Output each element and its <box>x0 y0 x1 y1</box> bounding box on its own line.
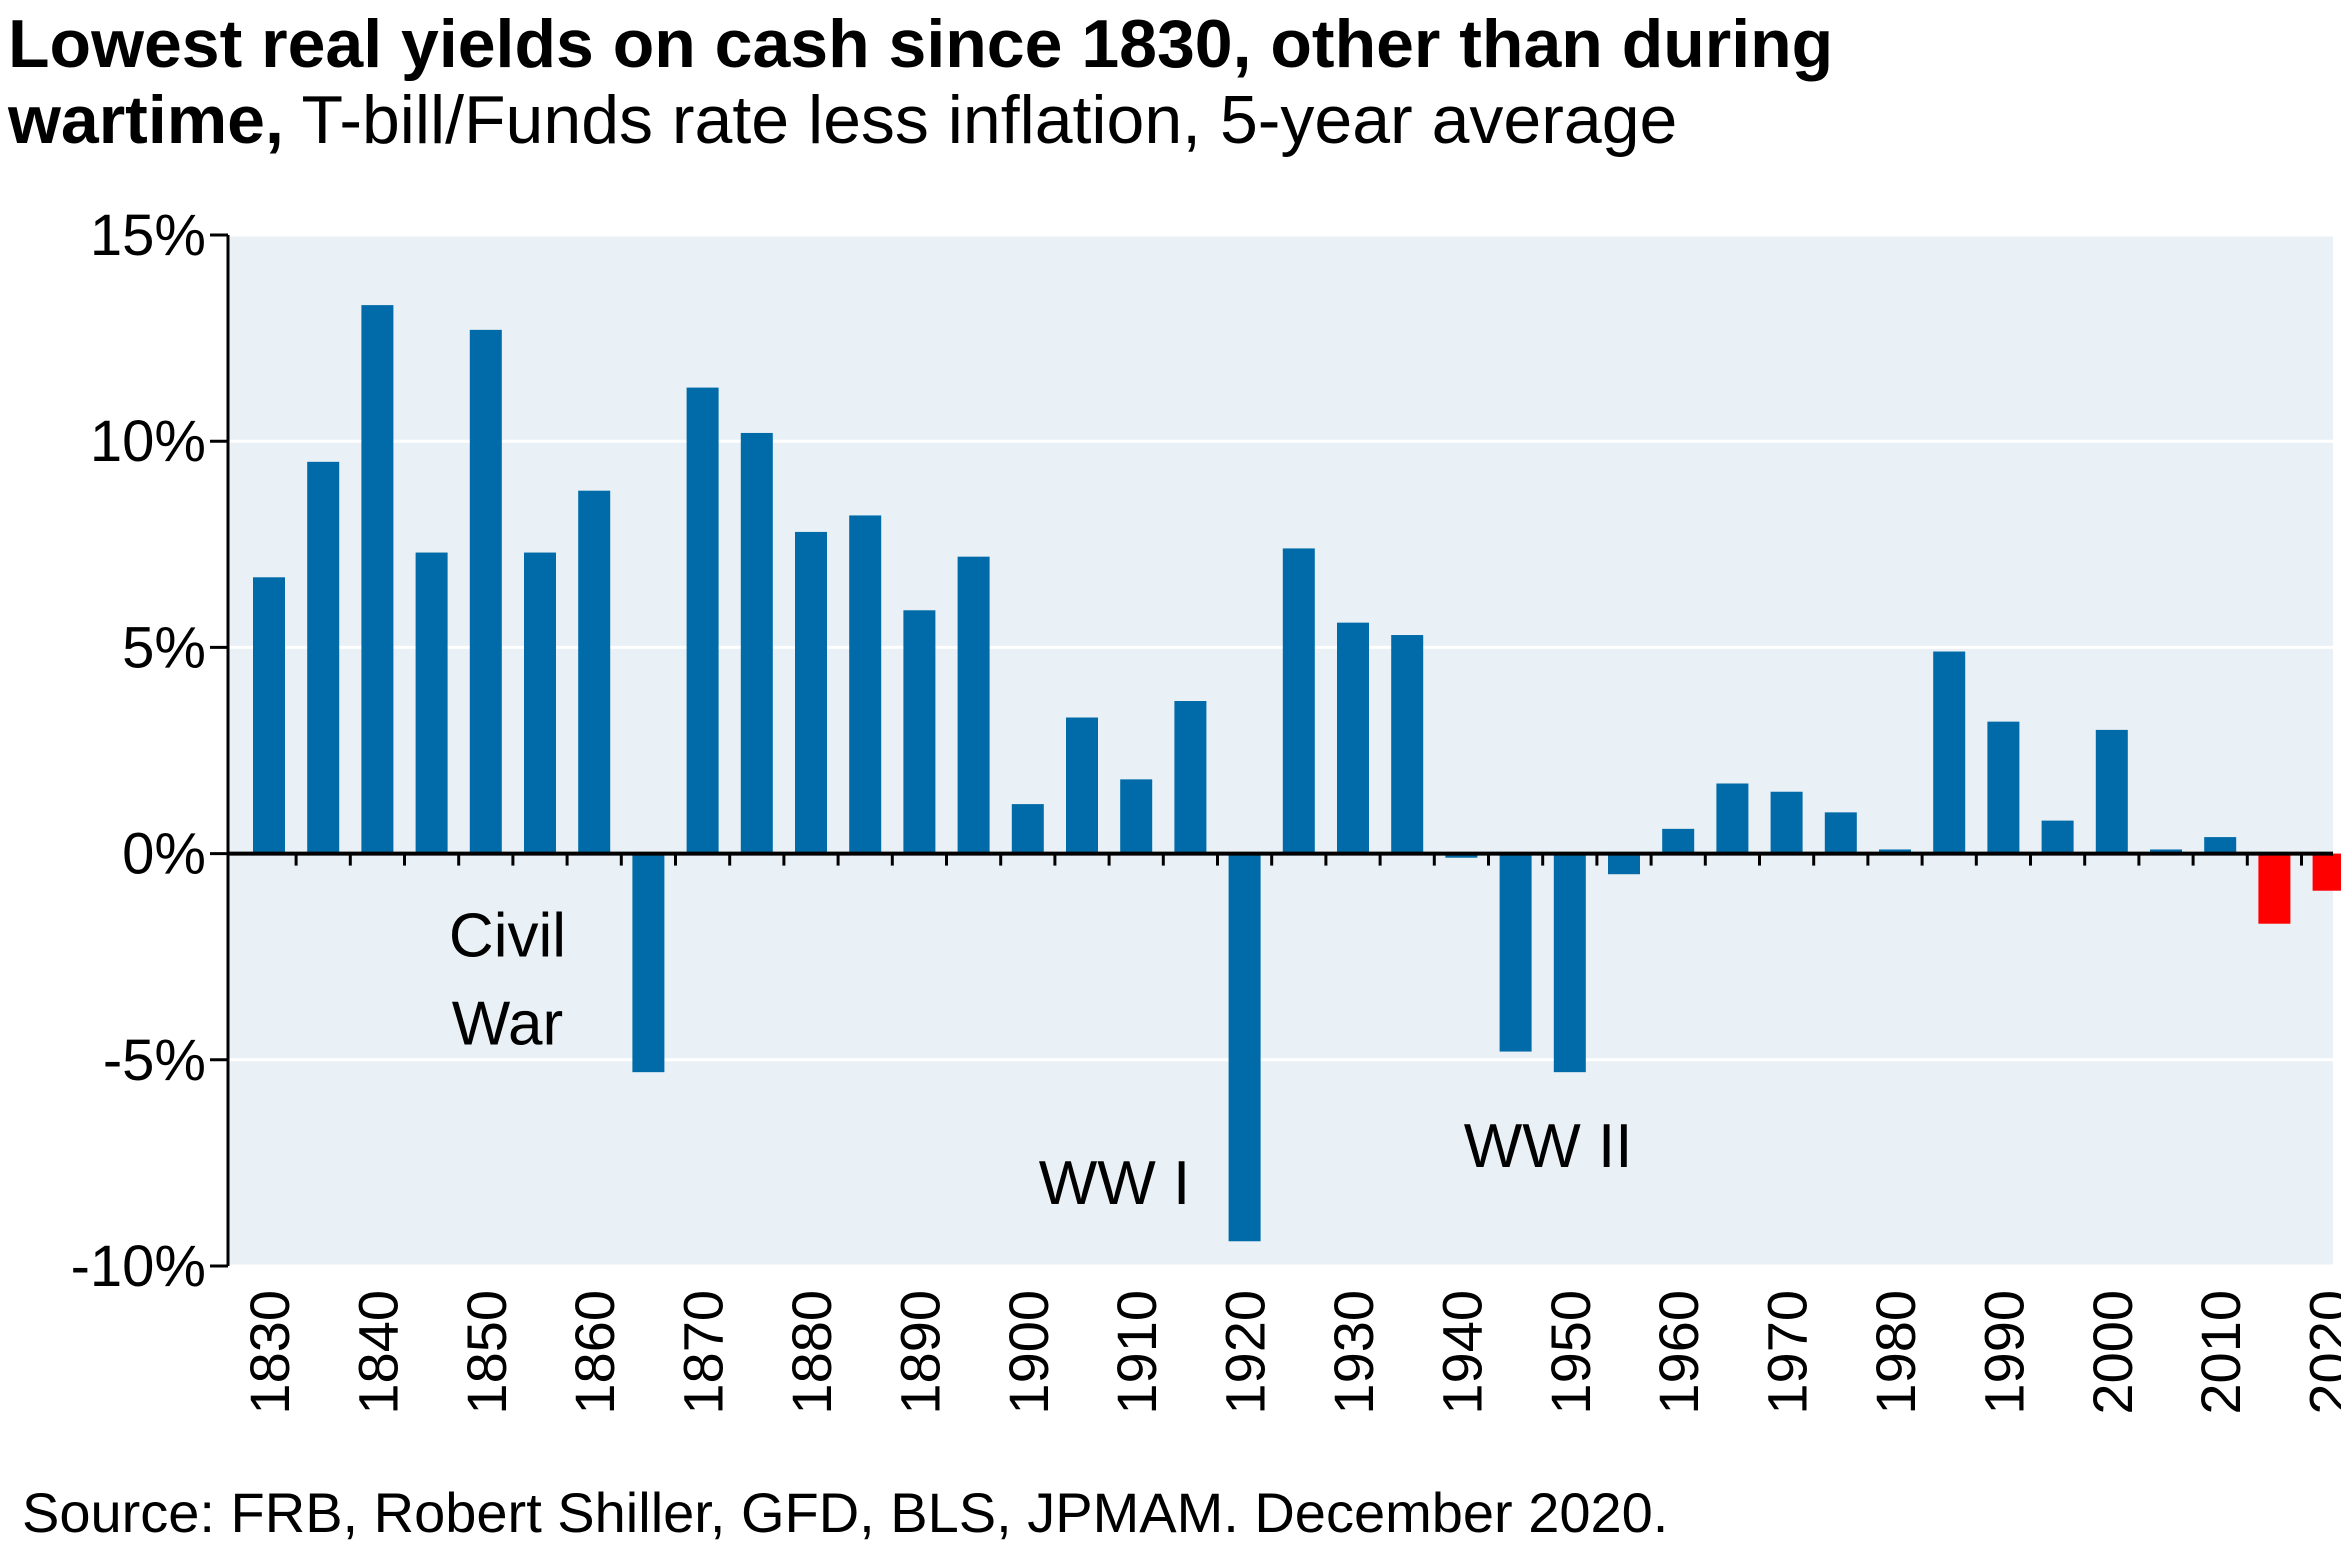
bar-1915 <box>1174 701 1207 854</box>
x-tick-label: 1880 <box>780 1290 843 1415</box>
x-tick-label: 1920 <box>1214 1290 1277 1415</box>
x-tick-label: 1980 <box>1864 1290 1927 1415</box>
y-tick-label: -5% <box>103 1028 206 1093</box>
bar-1855 <box>524 552 556 854</box>
bar-1885 <box>849 515 882 854</box>
x-tick-label: 2010 <box>2189 1290 2252 1415</box>
bar-1995 <box>2041 820 2074 854</box>
bar-1945 <box>1499 853 1532 1052</box>
title-bold-word: wartime, <box>8 82 284 158</box>
bar-1840 <box>361 305 394 854</box>
bar-1925 <box>1282 548 1315 854</box>
annotation-civil-war: War <box>452 990 563 1059</box>
bar-1920 <box>1228 853 1261 1242</box>
x-tick-label: 2020 <box>2298 1290 2341 1415</box>
annotation-civil-war: Civil <box>449 902 566 971</box>
title-line-2: wartime, T-bill/Funds rate less inflatio… <box>8 82 2328 158</box>
bar-1875 <box>740 432 773 854</box>
bar-1890 <box>903 610 936 854</box>
chart-title: Lowest real yields on cash since 1830, o… <box>8 6 2328 158</box>
bar-1895 <box>957 556 990 854</box>
x-tick-label: 1970 <box>1756 1290 1819 1415</box>
x-tick-label: 2000 <box>2081 1290 2144 1415</box>
bar-1960 <box>1662 828 1695 854</box>
x-tick-label: 1860 <box>563 1290 626 1415</box>
bar-1865 <box>632 853 665 1073</box>
y-tick-label: 0% <box>122 822 206 887</box>
bar-1910 <box>1120 779 1153 854</box>
bar-2020 <box>2312 853 2341 891</box>
bar-2005 <box>2150 849 2182 854</box>
bar-1930 <box>1337 622 1369 854</box>
bar-1980 <box>1879 849 1911 854</box>
bar-1975 <box>1824 812 1857 854</box>
annotation-ww2: WW II <box>1464 1112 1633 1181</box>
x-tick-label: 1940 <box>1430 1290 1493 1415</box>
y-tick-label: -10% <box>71 1234 206 1299</box>
bar-1870 <box>686 387 719 854</box>
bar-1950 <box>1553 853 1586 1073</box>
bar-2000 <box>2095 729 2128 854</box>
bar-1970 <box>1770 791 1803 854</box>
bar-1935 <box>1391 635 1424 854</box>
bar-1985 <box>1933 651 1966 854</box>
x-tick-label: 1870 <box>672 1290 735 1415</box>
annotation-ww1: WW I <box>1039 1149 1191 1218</box>
x-tick-label: 1950 <box>1539 1290 1602 1415</box>
y-tick-label: 15% <box>90 203 206 268</box>
bar-1965 <box>1716 783 1749 854</box>
bar-1860 <box>578 490 611 854</box>
x-tick-label: 1990 <box>1972 1290 2035 1415</box>
bar-1850 <box>469 329 502 854</box>
x-tick-label: 1830 <box>238 1290 301 1415</box>
x-tick-label: 1960 <box>1647 1290 1710 1415</box>
bar-1900 <box>1011 804 1044 854</box>
bar-1835 <box>307 461 340 854</box>
source-note: Source: FRB, Robert Shiller, GFD, BLS, J… <box>22 1481 1669 1544</box>
bar-1905 <box>1066 717 1098 854</box>
x-tick-label: 1930 <box>1322 1290 1385 1415</box>
y-tick-label: 5% <box>122 615 206 680</box>
bar-1955 <box>1608 853 1640 875</box>
bar-2010 <box>2204 837 2237 854</box>
bar-1940 <box>1445 853 1478 858</box>
bar-1990 <box>1987 721 2020 854</box>
x-tick-label: 1890 <box>888 1290 951 1415</box>
bar-1845 <box>415 552 448 854</box>
x-tick-label: 1840 <box>346 1290 409 1415</box>
title-line-1: Lowest real yields on cash since 1830, o… <box>8 6 1834 82</box>
x-tick-label: 1910 <box>1105 1290 1168 1415</box>
x-tick-label: 1900 <box>997 1290 1060 1415</box>
y-tick-label: 10% <box>90 409 206 474</box>
x-tick-label: 1850 <box>455 1290 518 1415</box>
bar-1880 <box>795 531 827 854</box>
chart-subtitle: T-bill/Funds rate less inflation, 5-year… <box>283 82 1678 158</box>
bar-1830 <box>253 577 285 854</box>
bar-2015 <box>2258 853 2291 924</box>
